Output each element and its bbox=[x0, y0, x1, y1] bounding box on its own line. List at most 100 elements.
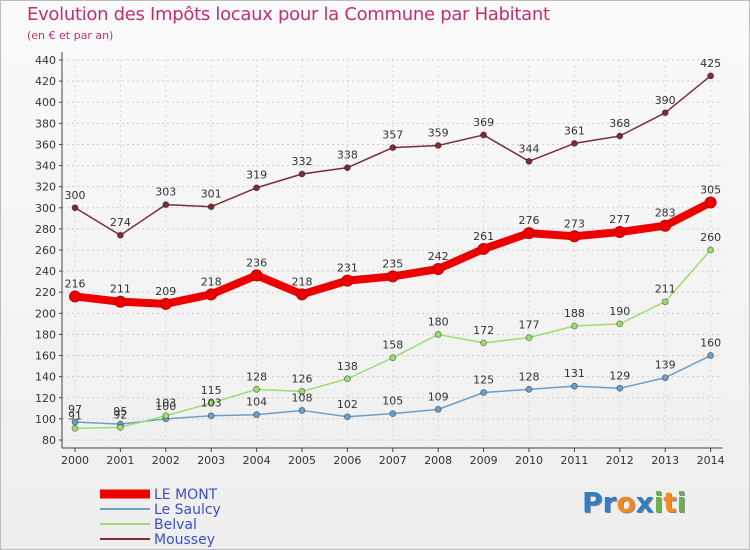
legend-label: Moussey bbox=[154, 532, 215, 548]
data-point bbox=[707, 352, 714, 359]
data-point bbox=[253, 411, 261, 419]
data-label: 209 bbox=[155, 285, 176, 298]
proxiti-logo: Proxiti bbox=[582, 486, 686, 519]
data-label: 97 bbox=[68, 403, 82, 416]
x-tick-label: 2003 bbox=[197, 454, 225, 467]
data-point bbox=[707, 246, 714, 254]
data-point bbox=[298, 170, 306, 178]
y-tick-label: 240 bbox=[35, 265, 56, 278]
logo-letter: i bbox=[676, 486, 687, 519]
data-point bbox=[114, 295, 127, 308]
x-tick-label: 2008 bbox=[424, 454, 452, 467]
data-label: 231 bbox=[337, 262, 358, 275]
y-tick-label: 100 bbox=[35, 413, 56, 426]
y-tick-label: 80 bbox=[42, 434, 56, 447]
legend-label: Le Saulcy bbox=[154, 502, 221, 518]
data-point bbox=[253, 184, 261, 192]
data-label: 303 bbox=[155, 186, 176, 199]
x-tick-label: 2000 bbox=[61, 454, 89, 467]
data-point bbox=[480, 131, 488, 139]
data-label: 368 bbox=[609, 117, 630, 130]
x-tick-label: 2004 bbox=[243, 454, 271, 467]
data-point bbox=[480, 339, 488, 347]
data-label: 218 bbox=[292, 275, 313, 288]
data-point bbox=[343, 413, 351, 421]
data-label: 172 bbox=[473, 324, 494, 337]
data-label: 103 bbox=[155, 397, 176, 410]
y-tick-label: 220 bbox=[35, 286, 56, 299]
data-label: 190 bbox=[609, 305, 630, 318]
data-label: 361 bbox=[564, 124, 585, 137]
data-point bbox=[434, 331, 442, 338]
y-tick-label: 140 bbox=[35, 371, 56, 384]
logo-letter: x bbox=[635, 486, 654, 519]
data-label: 369 bbox=[473, 116, 494, 129]
y-tick-label: 360 bbox=[35, 138, 56, 151]
data-label: 305 bbox=[700, 184, 721, 197]
x-tick-label: 2007 bbox=[379, 454, 407, 467]
data-label: 108 bbox=[292, 391, 313, 404]
data-point bbox=[480, 389, 488, 396]
data-label: 188 bbox=[564, 307, 585, 320]
logo-letter: o bbox=[616, 486, 636, 519]
logo-letter: r bbox=[602, 486, 617, 519]
y-tick-label: 420 bbox=[35, 75, 56, 88]
data-point bbox=[434, 142, 442, 149]
data-point bbox=[296, 288, 308, 301]
data-point bbox=[386, 270, 399, 283]
y-tick-label: 320 bbox=[35, 181, 56, 194]
data-label: 180 bbox=[428, 315, 449, 328]
data-point bbox=[525, 157, 533, 165]
data-point bbox=[207, 412, 215, 420]
data-label: 211 bbox=[110, 283, 131, 296]
data-label: 300 bbox=[65, 189, 86, 202]
legend-label: Belval bbox=[154, 517, 197, 533]
data-label: 242 bbox=[428, 250, 449, 263]
data-label: 236 bbox=[246, 256, 267, 269]
data-point bbox=[71, 204, 79, 212]
y-tick-label: 180 bbox=[35, 328, 56, 341]
data-point bbox=[616, 384, 624, 392]
x-tick-label: 2014 bbox=[697, 454, 725, 467]
data-point bbox=[298, 407, 306, 414]
data-label: 103 bbox=[201, 397, 222, 410]
data-point bbox=[389, 354, 397, 362]
data-label: 332 bbox=[292, 155, 313, 168]
data-label: 274 bbox=[110, 216, 131, 229]
x-tick-label: 2012 bbox=[606, 454, 634, 467]
x-tick-label: 2013 bbox=[651, 454, 679, 467]
legend-label: LE MONT bbox=[154, 487, 218, 503]
data-label: 91 bbox=[68, 409, 82, 422]
y-tick-label: 280 bbox=[35, 223, 56, 236]
data-label: 359 bbox=[428, 127, 449, 140]
data-point bbox=[568, 230, 581, 243]
data-label: 100 bbox=[155, 400, 176, 413]
data-point bbox=[707, 72, 714, 80]
x-tick-label: 2009 bbox=[470, 454, 498, 467]
data-point bbox=[298, 388, 306, 395]
data-point bbox=[207, 399, 215, 407]
data-point bbox=[523, 227, 535, 240]
data-point bbox=[525, 385, 533, 393]
data-point bbox=[571, 382, 578, 390]
data-label: 261 bbox=[473, 230, 494, 243]
data-label: 125 bbox=[473, 374, 494, 387]
data-label: 260 bbox=[700, 231, 721, 244]
data-point bbox=[704, 196, 717, 209]
x-tick-label: 2011 bbox=[560, 454, 588, 467]
data-point bbox=[250, 269, 263, 282]
data-label: 131 bbox=[564, 367, 585, 380]
data-point bbox=[69, 290, 81, 303]
data-point bbox=[571, 322, 578, 330]
data-point bbox=[343, 375, 351, 383]
y-tick-label: 400 bbox=[35, 96, 56, 109]
data-point bbox=[205, 288, 218, 301]
data-label: 102 bbox=[337, 398, 358, 411]
data-point bbox=[162, 412, 170, 420]
data-point bbox=[389, 144, 397, 152]
chart-subtitle: (en € et par an) bbox=[27, 29, 114, 42]
x-tick-label: 2005 bbox=[288, 454, 316, 467]
data-label: 129 bbox=[609, 369, 630, 382]
data-label: 92 bbox=[113, 408, 127, 421]
